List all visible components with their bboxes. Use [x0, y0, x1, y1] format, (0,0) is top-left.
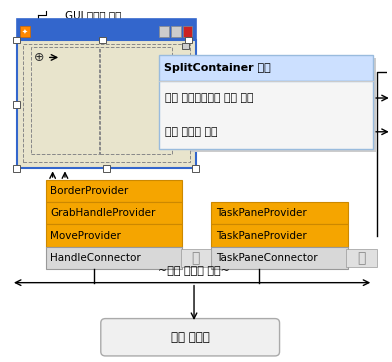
Bar: [13, 165, 20, 172]
Text: GUI 디자인 화면: GUI 디자인 화면: [65, 10, 122, 20]
Bar: [160, 26, 169, 37]
Bar: [46, 180, 182, 202]
Text: GrabHandleProvider: GrabHandleProvider: [50, 208, 156, 218]
Bar: [181, 249, 211, 267]
Bar: [182, 43, 189, 49]
Text: TaskPaneProvider: TaskPaneProvider: [216, 231, 307, 241]
Bar: [46, 202, 182, 224]
Bar: [171, 26, 181, 37]
Bar: [162, 58, 376, 152]
Text: 기능 관리자: 기능 관리자: [171, 331, 210, 344]
Text: ~기능 커넥터 목록~: ~기능 커넥터 목록~: [158, 266, 230, 276]
Text: ✦: ✦: [22, 28, 28, 34]
Bar: [46, 247, 182, 269]
Bar: [183, 26, 192, 37]
Bar: [100, 47, 172, 154]
Text: 가로 분할자 방향: 가로 분할자 방향: [165, 127, 218, 137]
Bar: [211, 202, 348, 224]
Bar: [31, 47, 98, 154]
Text: TaskPaneProvider: TaskPaneProvider: [216, 208, 307, 218]
Bar: [17, 40, 196, 168]
Bar: [13, 37, 20, 43]
Text: ⊕: ⊕: [34, 51, 44, 64]
Bar: [211, 224, 348, 247]
Bar: [160, 81, 373, 149]
Text: TaskPaneConnector: TaskPaneConnector: [216, 253, 318, 263]
Bar: [192, 165, 200, 172]
Text: BorderProvider: BorderProvider: [50, 186, 129, 196]
Bar: [346, 249, 377, 267]
Bar: [46, 224, 182, 247]
Text: 부모 컨테이너에서 도킹 해제: 부모 컨테이너에서 도킹 해제: [165, 93, 254, 103]
Bar: [17, 19, 196, 40]
Text: 🔧: 🔧: [358, 251, 366, 265]
Text: MoveProvider: MoveProvider: [50, 231, 121, 241]
Text: HandleConnector: HandleConnector: [50, 253, 141, 263]
Bar: [23, 44, 190, 162]
Bar: [13, 101, 20, 108]
Bar: [211, 247, 348, 269]
Text: SplitContainer 작업: SplitContainer 작업: [164, 63, 271, 73]
Bar: [185, 37, 192, 43]
Text: 🔧: 🔧: [192, 251, 200, 265]
Bar: [99, 37, 106, 43]
Bar: [20, 26, 29, 37]
FancyBboxPatch shape: [101, 319, 279, 356]
Bar: [103, 165, 110, 172]
Bar: [160, 55, 373, 81]
